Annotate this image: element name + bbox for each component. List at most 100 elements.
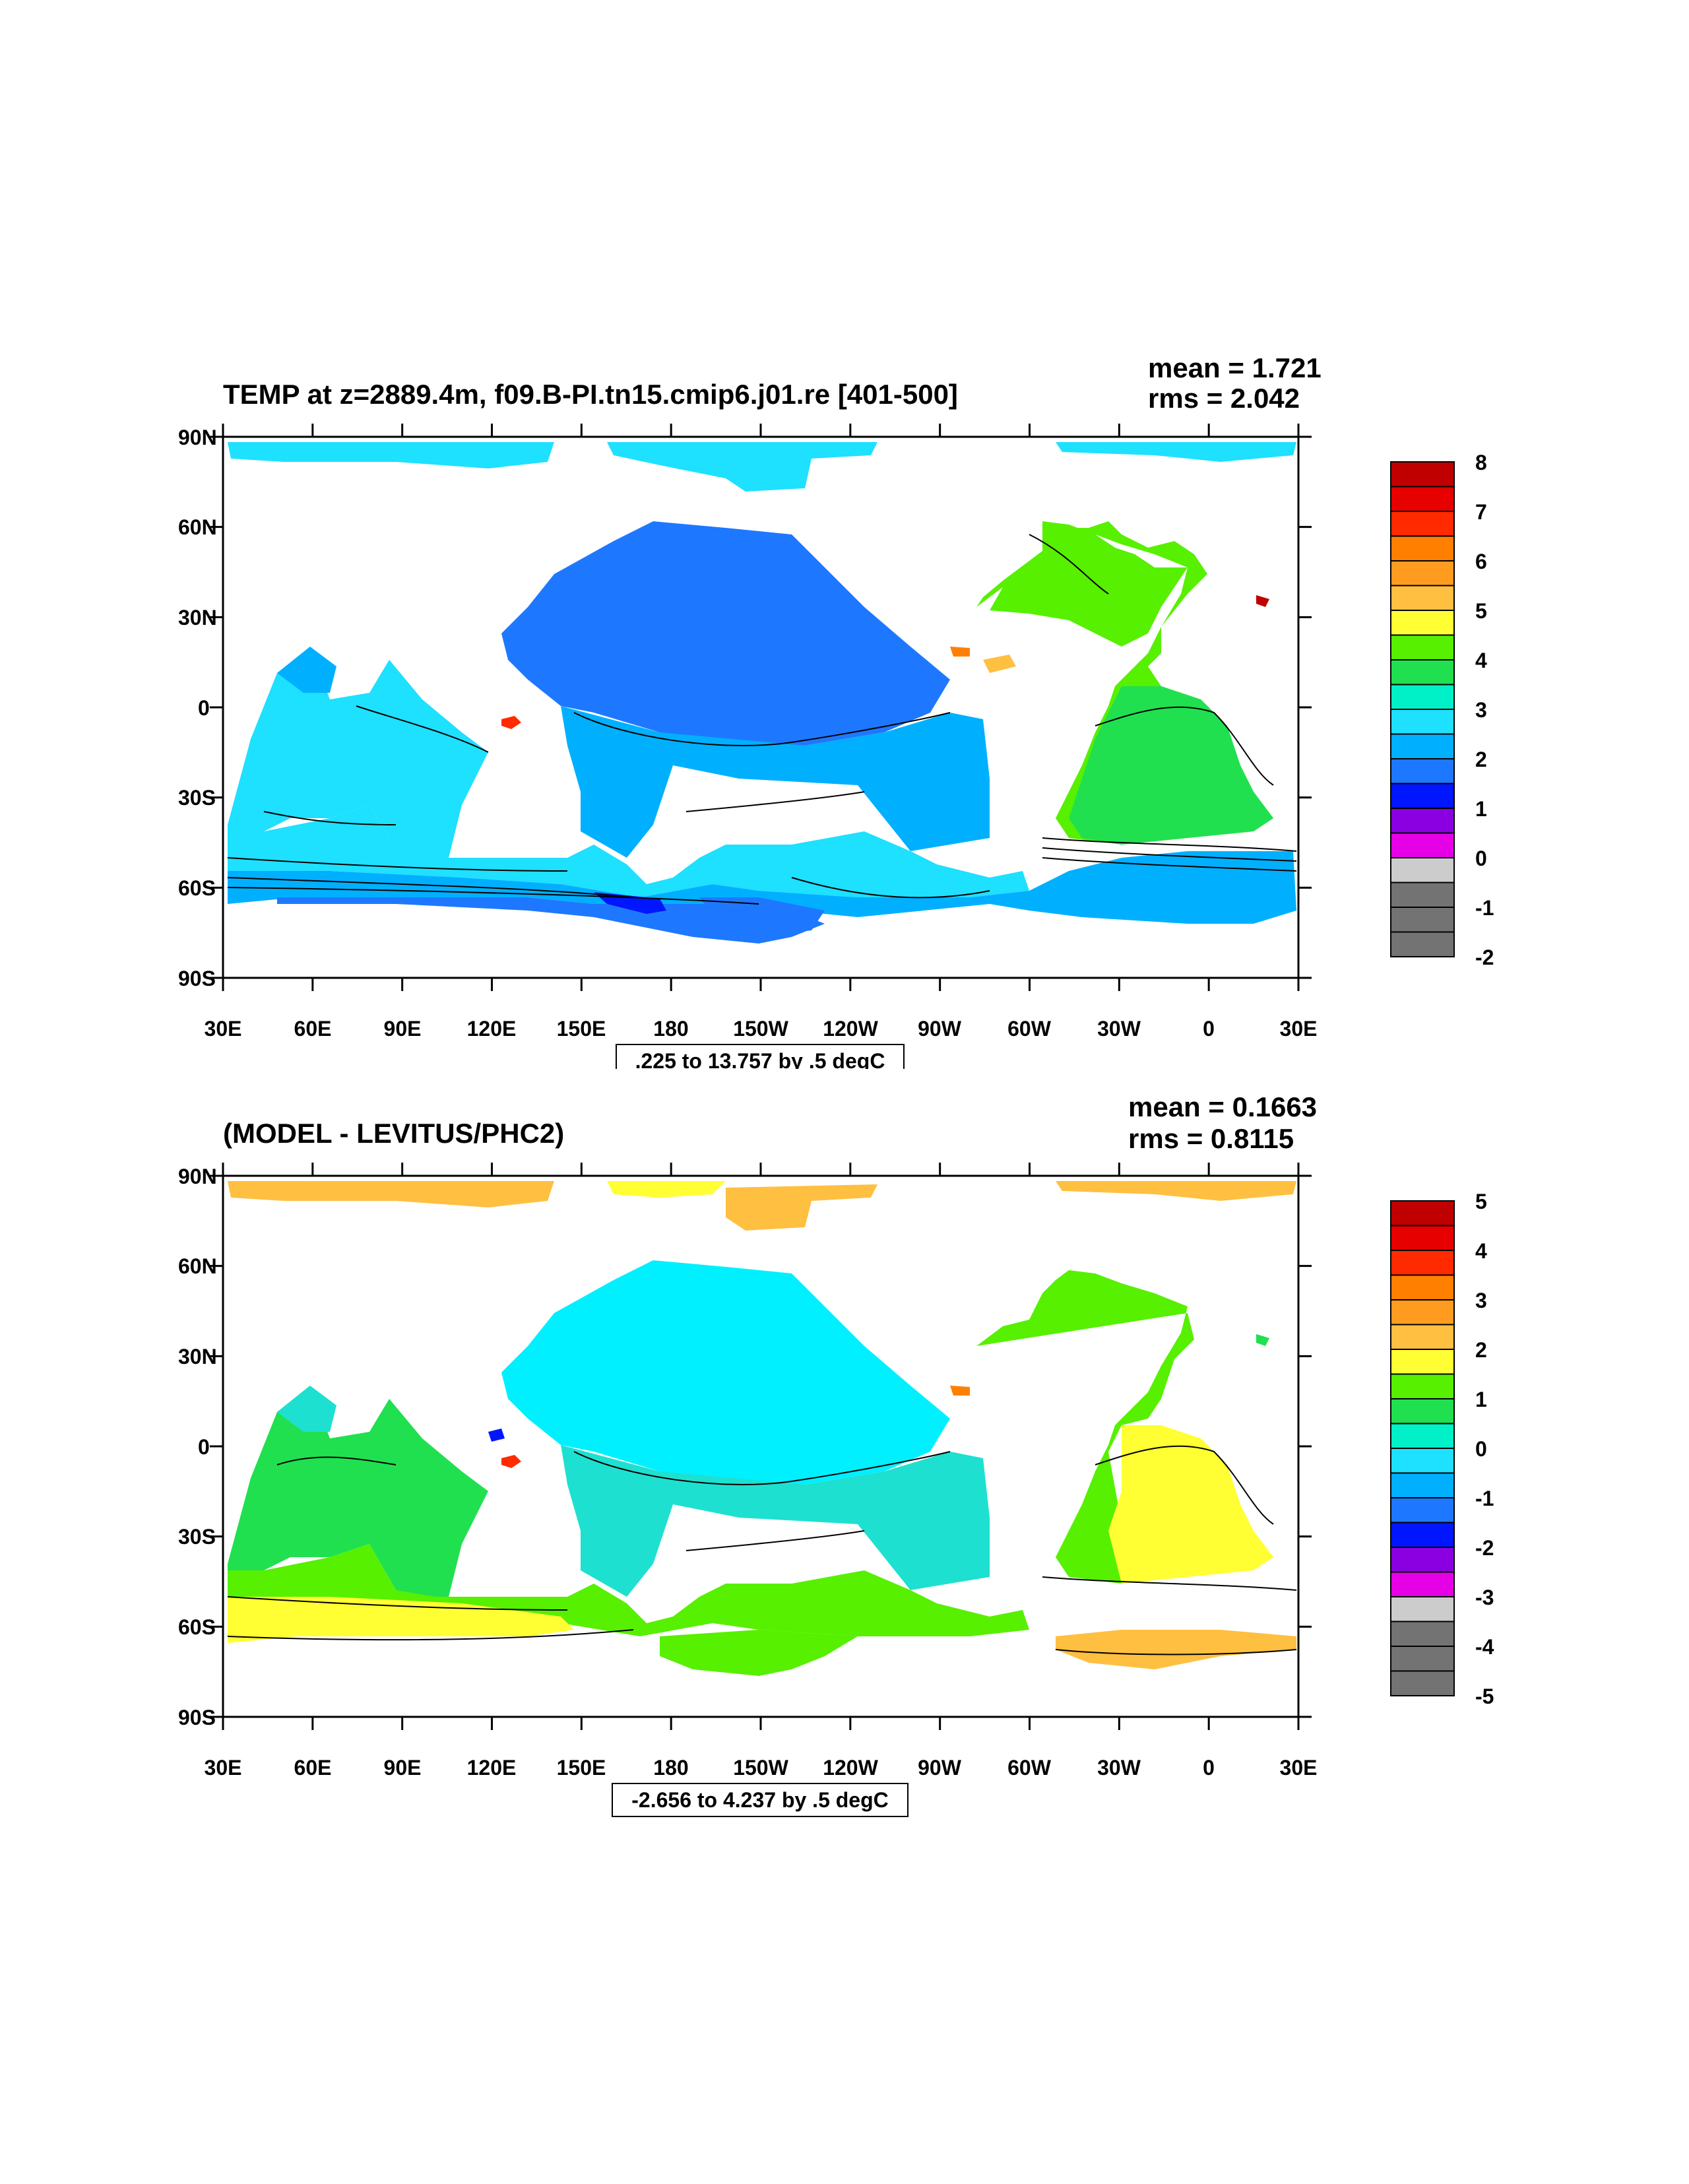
colorbar-swatch xyxy=(1390,486,1455,512)
colorbar-swatch xyxy=(1390,610,1455,636)
southern-ocean-band xyxy=(228,805,1029,897)
lon-tick-label: 180 xyxy=(653,1756,688,1780)
colorbar-swatch xyxy=(1390,1596,1455,1622)
rms-stat: rms = 0.8115 xyxy=(1128,1123,1294,1154)
lon-tick-label: 90W xyxy=(918,1017,962,1041)
colorbar-swatch xyxy=(1390,733,1455,759)
indian-ocean-region xyxy=(228,647,488,858)
colorbar-label: -1 xyxy=(1475,1487,1494,1510)
colorbar-swatch xyxy=(1390,684,1455,710)
lat-tick-label: 90S xyxy=(178,967,216,990)
map-area xyxy=(222,435,1300,979)
colorbar-swatch xyxy=(1390,758,1455,785)
arctic-region xyxy=(607,442,877,492)
colorbar-swatch xyxy=(1390,585,1455,611)
hotspot xyxy=(594,892,666,914)
colorbar-swatch xyxy=(1390,511,1455,537)
colorbar-swatch xyxy=(1390,857,1455,883)
indian-ocean-region xyxy=(277,1386,336,1432)
contour-lines xyxy=(227,534,1297,905)
lon-axis: 30E 60E 90E 120E 150E 180 150W 120W 90W … xyxy=(205,1756,1318,1780)
lon-tick-label: 0 xyxy=(1203,1756,1215,1780)
map-title: (MODEL - LEVITUS/PHC2) xyxy=(223,1118,564,1149)
colorbar-swatch xyxy=(1390,1621,1455,1647)
lon-tick-label: 90E xyxy=(384,1017,422,1041)
atlantic-region xyxy=(976,1270,1194,1584)
colorbar-swatch xyxy=(1390,1324,1455,1350)
lat-tick-label: 60S xyxy=(178,876,216,900)
colorbar-swatch xyxy=(1390,1571,1455,1597)
indian-ocean-region xyxy=(228,1386,488,1597)
lon-tick-label: 30E xyxy=(1280,1756,1318,1780)
tick-marks xyxy=(210,424,1312,991)
hotspot xyxy=(501,1455,521,1468)
pacific-region xyxy=(501,1260,950,1485)
panel-temp: TEMP at z=2889.4m, f09.B-PI.tn15.cmip6.j… xyxy=(178,352,1494,1069)
lon-tick-label: 180 xyxy=(653,1017,688,1041)
colorbar-swatch xyxy=(1390,560,1455,587)
lon-tick-label: 120E xyxy=(467,1017,517,1041)
colorbar-label: 3 xyxy=(1475,1289,1487,1312)
atlantic-region xyxy=(1108,1425,1273,1584)
colorbar-label: 2 xyxy=(1475,1338,1487,1362)
lon-tick-label: 120W xyxy=(823,1756,878,1780)
colorbar-label: 7 xyxy=(1475,500,1487,524)
arctic-region xyxy=(1056,1181,1296,1201)
colorbar-swatch xyxy=(1390,882,1455,908)
tick-marks xyxy=(210,1163,1312,1730)
antarctic-band xyxy=(660,1630,858,1676)
lon-tick-label: 120E xyxy=(467,1756,517,1780)
arctic-region xyxy=(228,1181,554,1207)
colorbar-swatch xyxy=(1390,1547,1455,1573)
lat-axis: 90N 60N 30N 0 30S 60S 90S xyxy=(178,1165,217,1729)
colorbar-swatch xyxy=(1390,1670,1455,1696)
colorbar-label: -1 xyxy=(1475,896,1494,920)
lon-tick-label: 30E xyxy=(1280,1017,1318,1041)
atlantic-region xyxy=(990,521,1188,647)
lon-tick-label: 30W xyxy=(1097,1756,1141,1780)
antarctic-band xyxy=(277,897,825,944)
colorbar-swatch xyxy=(1390,634,1455,660)
tropical-region xyxy=(561,1445,990,1597)
colorbar-label: 1 xyxy=(1475,797,1487,821)
lon-tick-label: 120W xyxy=(823,1017,878,1041)
colorbar-swatch xyxy=(1390,461,1455,488)
hotspot xyxy=(488,1429,505,1442)
lon-axis: 30E 60E 90E 120E 150E 180 150W 120W 90W … xyxy=(205,1017,1318,1041)
lat-tick-label: 30S xyxy=(178,1525,216,1549)
hotspot xyxy=(950,647,970,657)
arctic-region xyxy=(1056,442,1296,462)
colorbar-swatch xyxy=(1390,709,1455,735)
hotspot xyxy=(501,716,521,729)
colorbar-swatch xyxy=(1390,1225,1455,1251)
colorbar-label: 3 xyxy=(1475,698,1487,722)
colorbar-swatch xyxy=(1390,1200,1455,1227)
colorbar-swatch xyxy=(1390,1250,1455,1276)
hotspot xyxy=(1256,595,1269,607)
arctic-region xyxy=(607,1181,726,1198)
lon-tick-label: 90W xyxy=(918,1756,962,1780)
colorbar-swatch xyxy=(1390,1373,1455,1399)
colorbar-label: 0 xyxy=(1475,1437,1487,1461)
lon-tick-label: 150W xyxy=(733,1017,788,1041)
colorbar-swatch xyxy=(1390,1448,1455,1474)
mean-stat: mean = 0.1663 xyxy=(1128,1091,1317,1122)
colorbar-swatch xyxy=(1390,659,1455,686)
colorbar-label: 4 xyxy=(1475,1239,1487,1263)
colorbar-swatch xyxy=(1390,1349,1455,1375)
range-box: .225 to 13.757 by .5 degC xyxy=(616,1044,905,1069)
lat-tick-label: 0 xyxy=(198,696,210,720)
lon-tick-label: 60W xyxy=(1007,1756,1052,1780)
arctic-region xyxy=(726,1184,877,1231)
pacific-cold-region xyxy=(501,521,950,746)
mean-stat: mean = 1.721 xyxy=(1148,352,1322,383)
lon-tick-label: 0 xyxy=(1203,1017,1215,1041)
lon-tick-label: 150E xyxy=(557,1756,606,1780)
panel-difference: (MODEL - LEVITUS/PHC2) mean = 0.1663 rms… xyxy=(178,1091,1494,1817)
map-area xyxy=(222,1174,1300,1718)
colorbar-swatch xyxy=(1390,1472,1455,1498)
range-box: -2.656 to 4.237 by .5 degC xyxy=(612,1783,908,1817)
colorbar-swatch xyxy=(1390,1497,1455,1524)
colorbar-swatch xyxy=(1390,808,1455,834)
colorbar-label: 5 xyxy=(1475,599,1487,623)
